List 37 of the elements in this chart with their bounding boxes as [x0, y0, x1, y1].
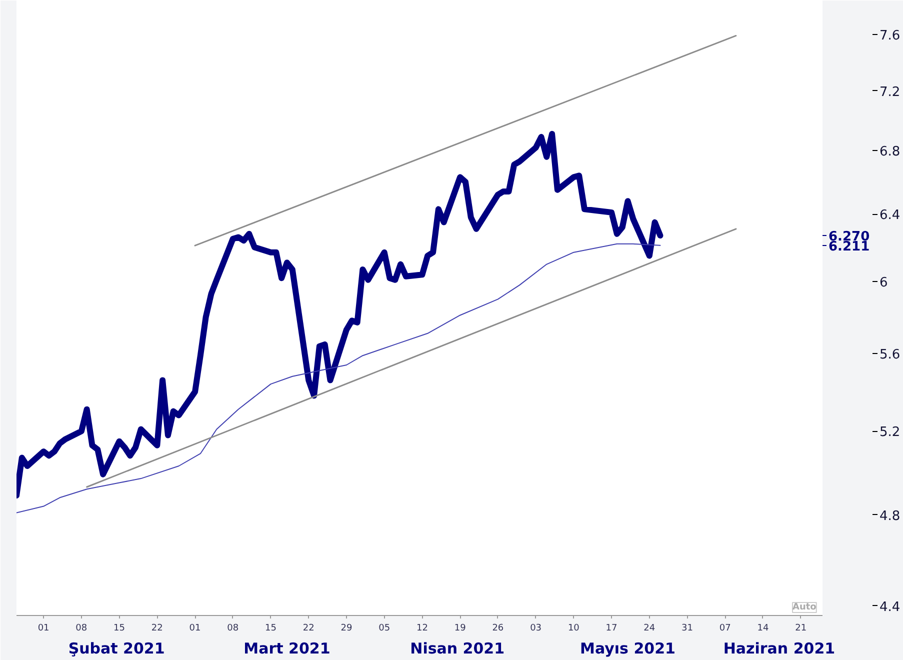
x-tick-label: 15	[114, 624, 126, 634]
y-tick-label: 5.2	[880, 425, 900, 440]
y-tick-label: 7.2	[880, 84, 900, 100]
x-tick-label: 19	[454, 624, 466, 634]
x-tick-label: 29	[340, 624, 352, 634]
x-tick-label: 07	[719, 624, 731, 634]
x-tick-label: 22	[151, 624, 163, 634]
x-tick-label: 14	[757, 624, 769, 634]
x-tick-label: 15	[265, 624, 276, 634]
x-tick-label: 26	[492, 624, 504, 634]
line-series	[16, 243, 661, 514]
x-tick-label: 10	[568, 624, 580, 634]
y-tick-label: 6.8	[880, 144, 900, 160]
y-tick-label: 4.4	[880, 600, 900, 615]
x-tick-label: 08	[227, 624, 239, 634]
text: Haziran 2021	[723, 640, 836, 658]
annotation: Auto	[792, 602, 816, 612]
y-tick-label: 4.8	[880, 508, 900, 524]
text: Mart 2021	[244, 640, 330, 658]
x-tick-label: 03	[530, 624, 542, 634]
text: Şubat 2021	[68, 640, 165, 658]
x-tick-label: 24	[644, 624, 656, 634]
x-tick-label: 17	[606, 624, 618, 634]
text: Mayıs 2021	[580, 640, 676, 658]
x-tick-label: 22	[302, 624, 314, 634]
y-tick-label: 5.6	[880, 348, 900, 363]
x-tick-label: 01	[38, 624, 50, 634]
x-tick-label: 05	[378, 624, 390, 634]
y-tick-label: 6	[880, 276, 888, 291]
x-tick-label: 31	[682, 624, 693, 634]
x-tick-label: 12	[416, 624, 428, 634]
x-tick-label: 01	[189, 624, 201, 634]
y-tick-label: 6.4	[880, 208, 900, 224]
text: Nisan 2021	[410, 640, 505, 658]
y-tick-label: 7.6	[880, 28, 900, 44]
x-tick-label: 21	[795, 624, 807, 634]
x-tick-label: 08	[76, 624, 88, 634]
